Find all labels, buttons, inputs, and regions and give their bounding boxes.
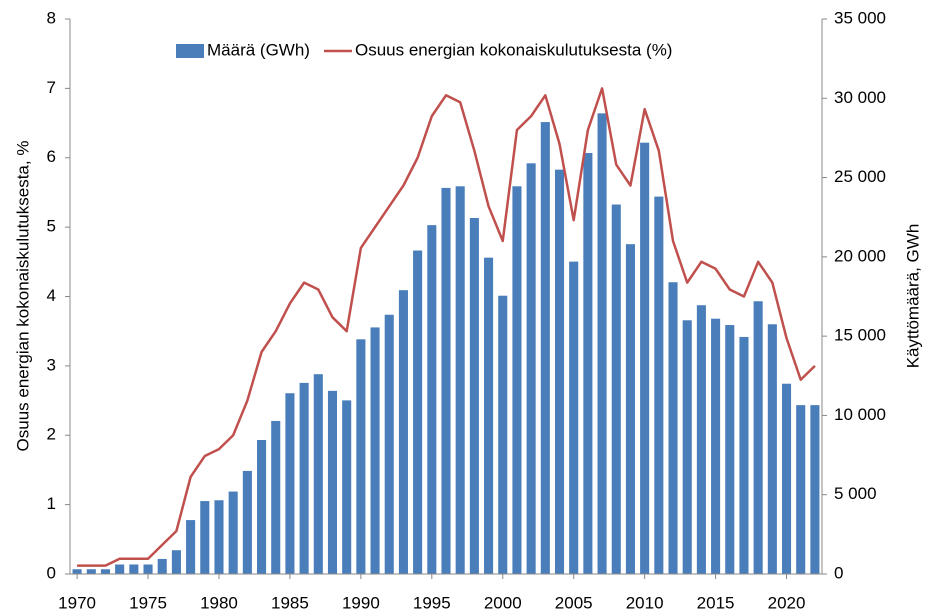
bar: [143, 564, 153, 574]
bar: [384, 314, 394, 574]
bar: [597, 113, 607, 574]
bar: [285, 393, 295, 574]
bar: [796, 405, 806, 574]
x-tick-label: 1975: [129, 593, 167, 612]
x-tick-label: 1970: [58, 593, 96, 612]
bar: [370, 327, 380, 574]
x-tick-label: 2000: [484, 593, 522, 612]
bar: [271, 420, 281, 574]
bar: [682, 320, 692, 574]
y-axis-label: Osuus energian kokonaiskulutuksesta, %: [13, 141, 32, 452]
y-tick-label: 2: [47, 425, 56, 444]
y-tick-label: 0: [47, 563, 56, 582]
bar: [427, 225, 437, 574]
bar: [583, 152, 593, 574]
y-tick-label: 6: [47, 147, 56, 166]
bar: [129, 564, 139, 574]
bar: [356, 339, 366, 574]
legend-swatch: [176, 44, 204, 58]
y2-tick-label: 10 000: [834, 405, 886, 424]
bar: [455, 186, 465, 575]
bar: [157, 558, 167, 574]
line: [77, 87, 816, 567]
bar: [186, 520, 196, 574]
bar: [526, 163, 536, 575]
x-tick-label: 1990: [342, 593, 380, 612]
y2-tick-label: 15 000: [834, 326, 886, 345]
bar: [781, 383, 792, 574]
bar: [313, 374, 323, 574]
bar: [696, 305, 706, 574]
bar: [72, 569, 82, 574]
bar: [711, 318, 721, 574]
legend-label: Osuus energian kokonaiskulutuksesta (%): [355, 40, 673, 59]
bar: [625, 244, 635, 574]
bar: [739, 336, 749, 574]
y-tick-label: 8: [47, 8, 56, 27]
bar: [753, 301, 763, 574]
x-tick-label: 2015: [697, 593, 735, 612]
y-tick-label: 5: [47, 217, 56, 236]
bar: [441, 187, 451, 574]
y-tick-label: 4: [47, 286, 56, 305]
bar: [86, 569, 96, 574]
y2-tick-label: 5 000: [834, 484, 877, 503]
bar: [342, 400, 352, 574]
bar: [214, 500, 224, 574]
bar: [171, 550, 181, 574]
bar: [242, 470, 252, 574]
y-tick-label: 7: [47, 78, 56, 97]
bar: [540, 122, 550, 575]
x-tick-label: 1985: [271, 593, 309, 612]
x-tick-label: 2020: [768, 593, 806, 612]
bar: [654, 196, 664, 574]
bar: [484, 257, 494, 574]
bar: [228, 491, 238, 574]
bar: [200, 501, 210, 574]
y2-tick-label: 20 000: [834, 246, 886, 265]
bar: [100, 569, 111, 574]
bar: [498, 295, 508, 574]
bar: [668, 282, 678, 574]
x-tick-label: 1980: [200, 593, 238, 612]
bar: [640, 142, 650, 574]
bar: [569, 261, 579, 574]
bar: [810, 405, 820, 574]
x-tick-label: 2005: [555, 593, 593, 612]
x-tick-label: 2010: [626, 593, 664, 612]
bar: [512, 186, 522, 575]
bar: [257, 440, 267, 574]
y-tick-label: 3: [47, 355, 56, 374]
y2-tick-label: 25 000: [834, 167, 886, 186]
bar: [611, 204, 621, 574]
bar: [554, 169, 565, 574]
bar: [327, 390, 338, 574]
y2-tick-label: 30 000: [834, 88, 886, 107]
y2-tick-label: 0: [834, 563, 843, 582]
bar: [469, 218, 479, 574]
bar: [725, 325, 735, 574]
bar: [299, 382, 309, 574]
y-tick-label: 1: [47, 494, 56, 513]
bar: [767, 324, 777, 574]
x-tick-label: 1995: [413, 593, 451, 612]
y2-tick-label: 35 000: [834, 8, 886, 27]
bar: [413, 250, 423, 574]
bar: [398, 290, 408, 574]
y2-axis-label: Käyttömäärä, GWh: [903, 224, 922, 369]
bar: [115, 564, 125, 574]
legend-label: Määrä (GWh): [207, 40, 310, 59]
